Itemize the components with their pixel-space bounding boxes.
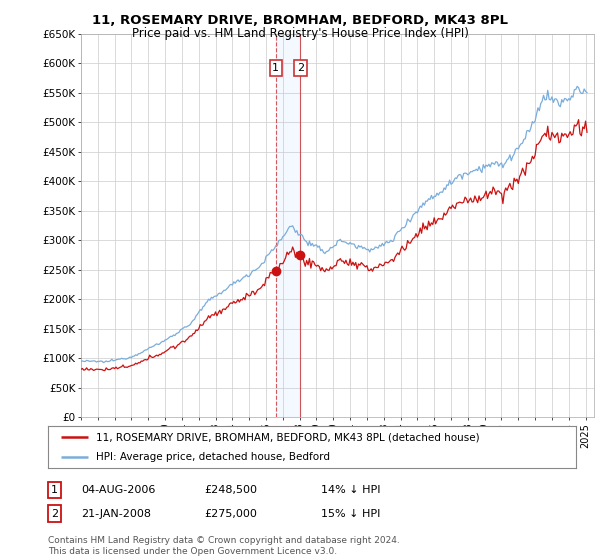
Text: £275,000: £275,000 [204, 508, 257, 519]
Text: £248,500: £248,500 [204, 485, 257, 495]
Text: Price paid vs. HM Land Registry's House Price Index (HPI): Price paid vs. HM Land Registry's House … [131, 27, 469, 40]
Text: 21-JAN-2008: 21-JAN-2008 [81, 508, 151, 519]
Text: 1: 1 [51, 485, 58, 495]
Text: 2: 2 [51, 508, 58, 519]
Text: 2: 2 [297, 63, 304, 73]
Text: 15% ↓ HPI: 15% ↓ HPI [321, 508, 380, 519]
Bar [276, 34, 301, 417]
Text: 14% ↓ HPI: 14% ↓ HPI [321, 485, 380, 495]
Text: HPI: Average price, detached house, Bedford: HPI: Average price, detached house, Bedf… [95, 452, 329, 462]
Text: 11, ROSEMARY DRIVE, BROMHAM, BEDFORD, MK43 8PL: 11, ROSEMARY DRIVE, BROMHAM, BEDFORD, MK… [92, 14, 508, 27]
Text: 04-AUG-2006: 04-AUG-2006 [81, 485, 155, 495]
Text: Contains HM Land Registry data © Crown copyright and database right 2024.
This d: Contains HM Land Registry data © Crown c… [48, 536, 400, 556]
Text: 1: 1 [272, 63, 280, 73]
Text: 11, ROSEMARY DRIVE, BROMHAM, BEDFORD, MK43 8PL (detached house): 11, ROSEMARY DRIVE, BROMHAM, BEDFORD, MK… [95, 432, 479, 442]
